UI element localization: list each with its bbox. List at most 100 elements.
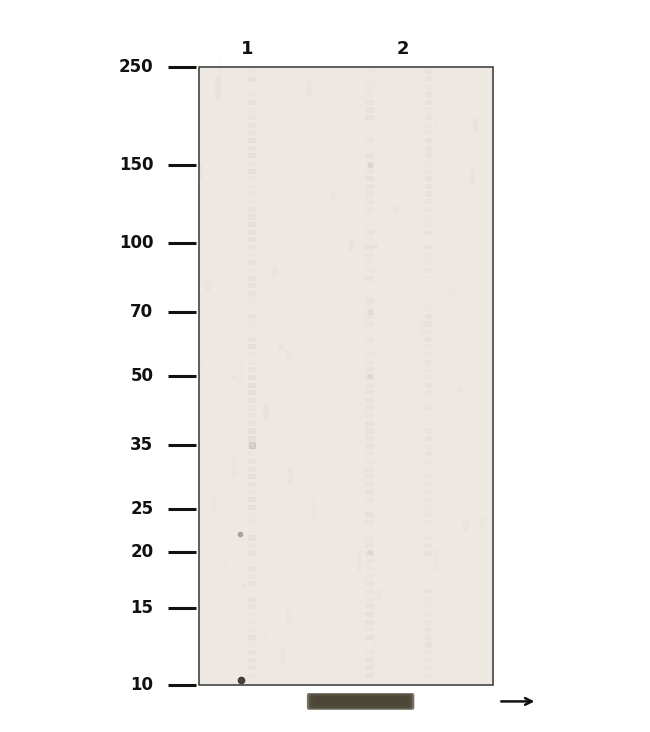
Bar: [248, 383, 256, 388]
Text: 70: 70: [131, 302, 153, 321]
Bar: [248, 283, 256, 288]
Bar: [425, 375, 432, 380]
Bar: [425, 230, 432, 235]
Bar: [365, 291, 374, 296]
Bar: [211, 493, 216, 513]
Bar: [425, 146, 432, 151]
Bar: [248, 597, 256, 602]
Bar: [330, 193, 335, 200]
Text: 20: 20: [131, 543, 153, 561]
Bar: [365, 574, 374, 579]
Bar: [425, 520, 432, 526]
Bar: [365, 100, 374, 105]
Bar: [365, 84, 374, 89]
Bar: [365, 352, 374, 357]
Bar: [425, 428, 432, 433]
Bar: [365, 77, 374, 82]
Bar: [425, 459, 432, 464]
Bar: [365, 428, 374, 433]
Bar: [248, 344, 256, 349]
Bar: [365, 665, 374, 671]
Bar: [248, 237, 256, 242]
Text: 10: 10: [131, 676, 153, 695]
Bar: [365, 230, 374, 235]
Bar: [394, 206, 399, 214]
Bar: [365, 261, 374, 266]
Bar: [425, 130, 432, 135]
Bar: [425, 92, 432, 97]
Bar: [248, 100, 256, 105]
Bar: [248, 512, 256, 518]
Bar: [248, 543, 256, 548]
Bar: [441, 547, 447, 554]
Bar: [365, 520, 374, 526]
Bar: [365, 383, 374, 388]
Bar: [365, 161, 374, 166]
Bar: [425, 77, 432, 82]
Bar: [425, 184, 432, 189]
Bar: [425, 199, 432, 204]
Text: 150: 150: [119, 156, 153, 174]
Text: 15: 15: [131, 599, 153, 616]
FancyBboxPatch shape: [315, 698, 406, 706]
Bar: [248, 566, 256, 571]
Bar: [425, 528, 432, 533]
Bar: [365, 658, 374, 662]
Bar: [248, 214, 256, 220]
Bar: [248, 329, 256, 335]
FancyBboxPatch shape: [309, 694, 412, 709]
Bar: [248, 206, 256, 212]
Bar: [470, 171, 475, 186]
Bar: [365, 535, 374, 540]
Bar: [248, 619, 256, 624]
Bar: [365, 375, 374, 380]
Bar: [231, 456, 237, 477]
Bar: [365, 367, 374, 373]
Bar: [425, 466, 432, 471]
Bar: [425, 589, 432, 594]
Bar: [365, 168, 374, 173]
Bar: [425, 352, 432, 357]
Bar: [365, 184, 374, 189]
Bar: [365, 512, 374, 518]
Bar: [365, 138, 374, 143]
Bar: [365, 482, 374, 487]
Bar: [286, 609, 291, 625]
Bar: [425, 550, 432, 556]
Text: 100: 100: [119, 234, 153, 252]
FancyBboxPatch shape: [311, 695, 410, 708]
Bar: [349, 240, 354, 250]
Bar: [222, 560, 227, 564]
Bar: [425, 337, 432, 342]
Bar: [376, 590, 382, 599]
Bar: [248, 604, 256, 609]
Bar: [365, 70, 374, 75]
Bar: [365, 604, 374, 609]
Bar: [365, 398, 374, 403]
Text: 50: 50: [131, 367, 153, 385]
Bar: [365, 237, 374, 242]
Bar: [248, 153, 256, 158]
Bar: [421, 321, 425, 338]
Bar: [248, 390, 256, 395]
Bar: [248, 337, 256, 342]
Bar: [425, 253, 432, 258]
Bar: [248, 673, 256, 678]
Bar: [248, 77, 256, 82]
Bar: [425, 168, 432, 173]
Bar: [425, 138, 432, 143]
Bar: [365, 199, 374, 204]
Bar: [370, 642, 376, 657]
Bar: [248, 436, 256, 441]
Bar: [425, 612, 432, 617]
Bar: [450, 291, 456, 300]
Bar: [365, 283, 374, 288]
Bar: [425, 566, 432, 571]
Bar: [365, 413, 374, 418]
Bar: [365, 130, 374, 135]
Bar: [425, 452, 432, 457]
Bar: [248, 444, 256, 449]
Bar: [425, 665, 432, 671]
Bar: [365, 635, 374, 640]
Bar: [425, 268, 432, 273]
